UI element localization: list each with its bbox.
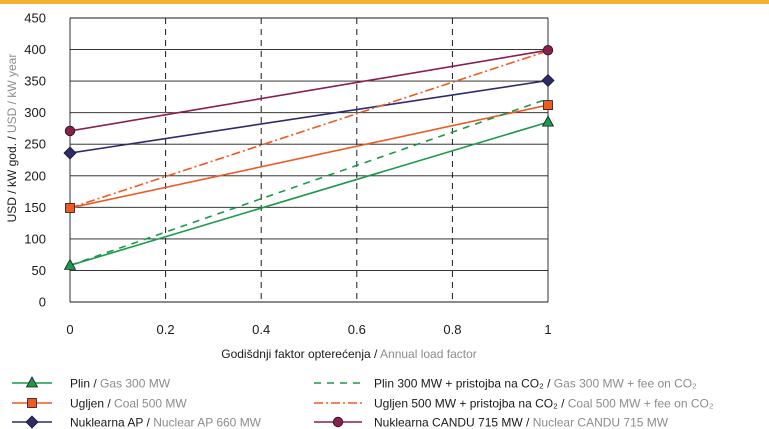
y-tick-label: 100 [24,231,46,246]
x-tick-label: 0.4 [252,322,270,337]
series-line-ap [69,79,549,154]
legend-label-en: Gas 300 MW [100,377,171,391]
series-line-candu [69,49,549,132]
legend-label-en: Gas 300 MW + fee on CO₂ [554,377,697,391]
legend-label-en: Nuclear CANDU 715 MW [533,416,669,429]
top-accent-bar [0,0,769,4]
series-point-coal [65,203,75,213]
series-point-coal [543,100,553,110]
legend-swatch-marker [332,416,344,428]
series-point-gas [63,258,77,270]
series-line-gas_fee [69,98,549,267]
legend-label-hr: Ugljen 500 MW + pristojba na CO₂ [374,397,558,411]
series-point-ap [541,73,555,88]
y-tick-label: 350 [24,74,46,89]
series-line-coal [69,104,549,209]
x-axis-title-en: Annual load factor [380,347,477,361]
legend-swatch-marker [27,398,37,408]
x-tick-label: 0 [66,322,73,337]
series-point-gas [541,115,555,127]
series-point-candu [542,44,554,56]
legend-label-hr: Plin 300 MW + pristojba na CO₂ [374,377,544,391]
x-tick-label: 0.6 [348,322,366,337]
legend-label-hr: Plin [70,377,90,391]
y-tick-label: 450 [24,11,46,26]
legend-label-hr: Nuklearna AP [70,416,143,429]
legend-label-hr: Nuklearna CANDU 715 MW [374,416,523,429]
y-tick-label: 200 [24,168,46,183]
x-tick-label: 1 [544,322,551,337]
legend-label-sep: / [558,397,568,411]
legend-label-sep: / [143,416,153,429]
legend-label-sep: / [90,377,100,391]
y-axis-title-hr: USD / kW god. [5,143,19,222]
legend-item-gas_fee: Plin 300 MW + pristojba na CO₂ / Gas 300… [314,377,697,391]
legend-label: Plin / Gas 300 MW [70,377,171,391]
legend-label-hr: Ugljen [70,397,104,411]
legend-label: Ugljen 500 MW + pristojba na CO₂ / Coal … [374,397,714,411]
legend-label-en: Coal 500 MW [114,397,187,411]
legend-item-coal_fee: Ugljen 500 MW + pristojba na CO₂ / Coal … [314,397,714,411]
legend-label-en: Coal 500 MW + fee on CO₂ [568,397,714,411]
series-line-coal_fee [69,50,549,209]
legend-item-coal: Ugljen / Coal 500 MW [12,397,187,411]
x-axis-title-hr: Godišdnji faktor opterećenja [221,347,371,361]
series-line-gas [69,121,549,267]
y-tick-label: 150 [24,200,46,215]
y-axis-title: USD / kW god. / USD / kW year [5,54,19,223]
legend-label-sep: / [523,416,533,429]
legend-label: Plin 300 MW + pristojba na CO₂ / Gas 300… [374,377,697,391]
y-axis-title-en: USD / kW year [5,54,19,133]
legend-swatch-marker [25,415,39,429]
x-tick-label: 0.2 [157,322,175,337]
y-tick-label: 400 [24,42,46,57]
series-point-ap [63,146,77,160]
y-tick-label: 0 [39,295,46,310]
legend-label: Ugljen / Coal 500 MW [70,397,187,411]
y-tick-label: 250 [24,137,46,152]
legend-item-candu: Nuklearna CANDU 715 MW / Nuclear CANDU 7… [314,416,669,429]
legend-label-sep: / [104,397,114,411]
y-tick-label: 50 [32,263,46,278]
legend-item-gas: Plin / Gas 300 MW [12,376,171,391]
legend-label-sep: / [544,377,554,391]
y-axis-title-sep: / [5,133,19,143]
legend-label: Nuklearna AP / Nuclear AP 660 MW [70,416,262,429]
y-tick-label: 300 [24,105,46,120]
legend-label-en: Nuclear AP 660 MW [153,416,261,429]
legend-label: Nuklearna CANDU 715 MW / Nuclear CANDU 7… [374,416,669,429]
x-axis-title-sep: / [371,347,380,361]
series-point-candu [64,125,76,137]
legend-item-ap: Nuklearna AP / Nuclear AP 660 MW [12,415,262,429]
x-tick-label: 0.8 [443,322,461,337]
x-axis-title: Godišdnji faktor opterećenja / Annual lo… [221,347,477,361]
legend-swatch-marker [25,376,39,388]
